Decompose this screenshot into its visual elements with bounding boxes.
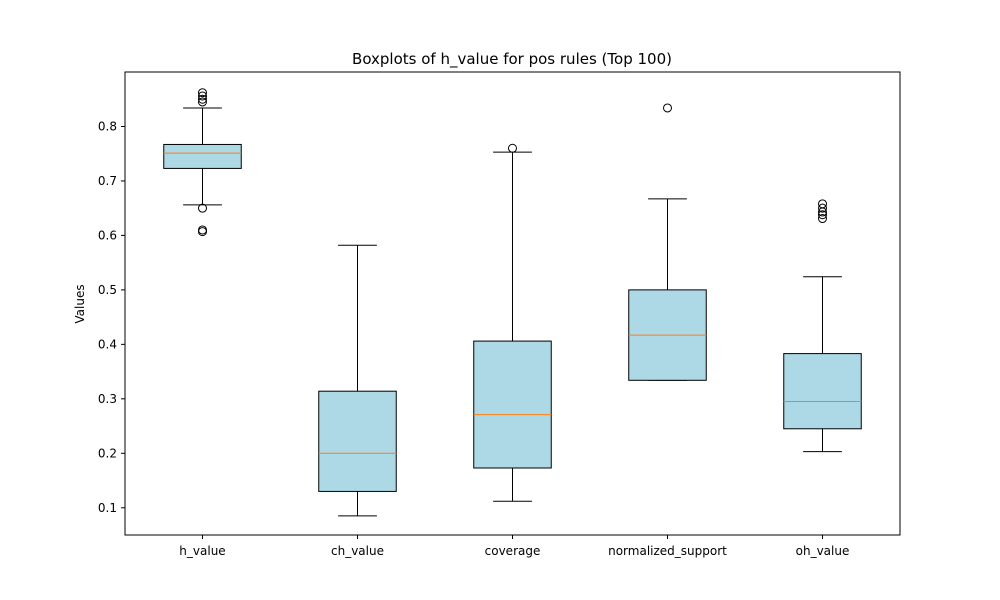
outlier-point-normalized-support (663, 103, 672, 113)
outlier-point-h-value (198, 88, 207, 98)
y-axis-label: Values (73, 284, 87, 323)
outlier-point-coverage (508, 143, 517, 153)
y-tick-label: 0.8 (98, 119, 117, 133)
y-tick-label: 0.7 (98, 174, 117, 188)
y-tick-label: 0.1 (98, 501, 117, 515)
outlier-point-oh-value (818, 214, 827, 224)
x-tick-label-coverage: coverage (485, 544, 541, 558)
outlier-point-h-value (198, 97, 207, 107)
outlier-point-h-value (198, 91, 207, 101)
y-tick-label: 0.6 (98, 228, 117, 242)
y-tick-label: 0.2 (98, 446, 117, 460)
x-tick-label-h-value: h_value (179, 544, 225, 558)
chart-title: Boxplots of h_value for pos rules (Top 1… (352, 50, 672, 69)
outlier-point-oh-value (818, 210, 827, 220)
y-tick-label: 0.3 (98, 392, 117, 406)
y-tick-label: 0.5 (98, 283, 117, 297)
box-h-value (163, 143, 242, 169)
box-coverage (473, 340, 552, 469)
outlier-point-oh-value (818, 199, 827, 209)
outlier-point-h-value (198, 94, 207, 104)
x-tick-label-ch-value: ch_value (331, 544, 384, 558)
outlier-point-oh-value (818, 203, 827, 213)
box-oh-value (783, 353, 862, 430)
y-tick-label: 0.4 (98, 337, 117, 351)
box-ch-value (318, 390, 397, 492)
outlier-point-h-value (198, 203, 207, 213)
outlier-point-h-value (198, 227, 207, 237)
plot-area: 0.1 0.2 0.3 0.4 0.5 0.6 0.7 0.8 h_value ch_value c… (98, 71, 901, 558)
x-tick-label-normalized-support: normalized_support (608, 544, 727, 558)
x-tick-label-oh-value: oh_value (796, 544, 850, 558)
